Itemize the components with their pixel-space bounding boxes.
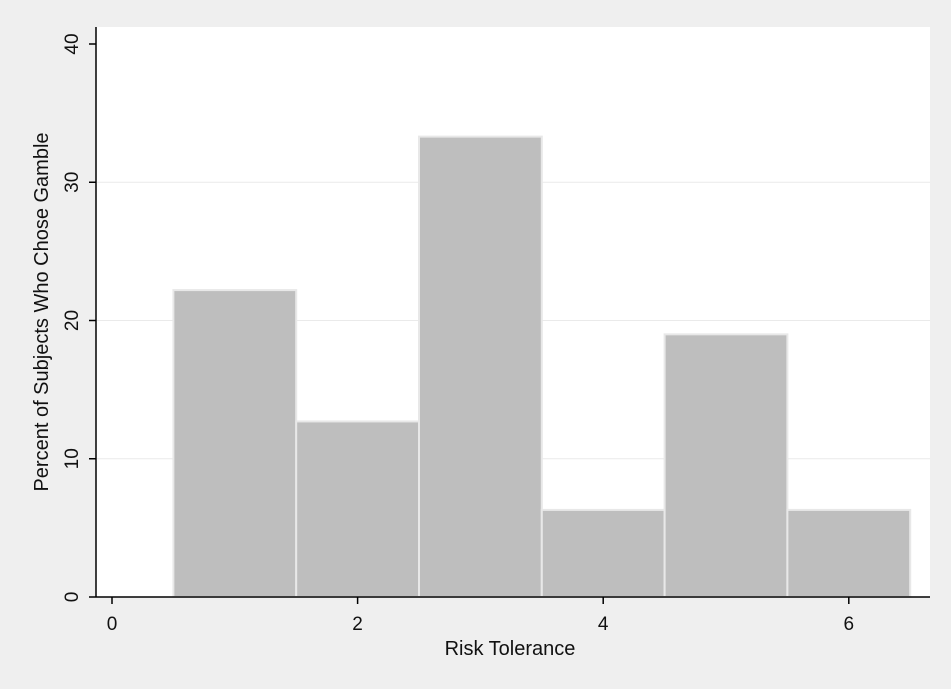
- x-tick-label-6: 6: [844, 614, 855, 635]
- bar-5: [663, 333, 789, 598]
- bar-6: [786, 508, 912, 598]
- bar-4: [540, 508, 666, 598]
- y-tick-label-0: 0: [62, 592, 83, 603]
- y-tick-label-30: 30: [62, 172, 83, 193]
- x-tick-label-0: 0: [107, 614, 118, 635]
- x-axis-title: Risk Tolerance: [445, 638, 576, 660]
- bar-2: [295, 420, 421, 598]
- y-tick-label-40: 40: [62, 33, 83, 54]
- y-axis-title: Percent of Subjects Who Chose Gamble: [31, 132, 53, 491]
- x-tick-label-4: 4: [598, 614, 609, 635]
- x-tick-label-2: 2: [352, 614, 363, 635]
- y-tick-label-10: 10: [62, 448, 83, 469]
- bar-1: [172, 289, 298, 598]
- y-tick-label-20: 20: [62, 310, 83, 331]
- bar-3: [418, 135, 543, 598]
- x-ticks: 0 2 4 6: [107, 597, 854, 635]
- y-ticks: 0 10 20 30 40: [62, 33, 96, 602]
- bars: [172, 135, 912, 598]
